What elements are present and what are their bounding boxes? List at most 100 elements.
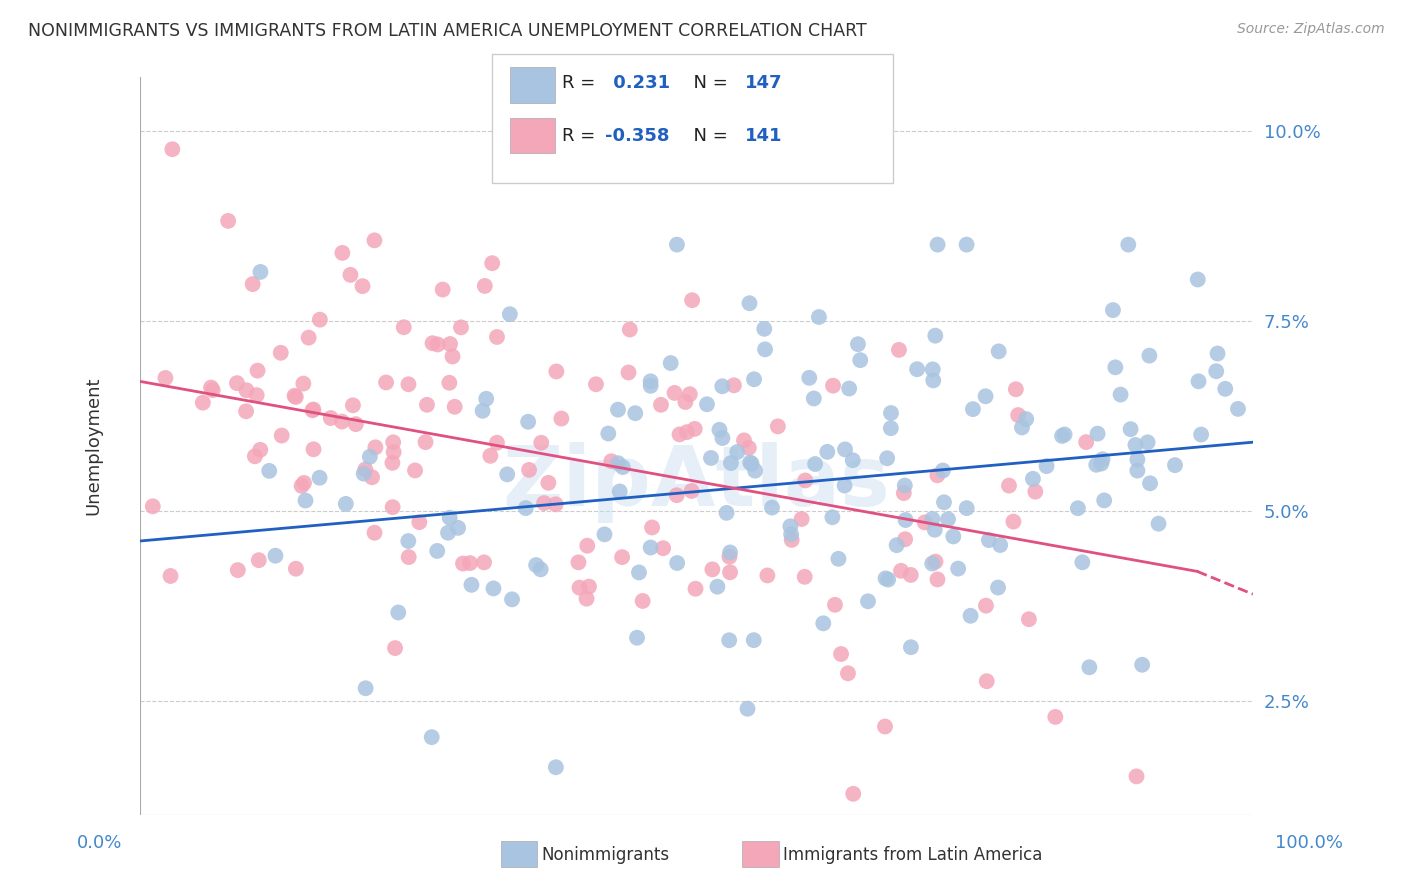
Point: [793, 570, 815, 584]
Point: [598, 426, 620, 441]
Point: [1109, 387, 1132, 401]
Point: [162, 142, 184, 156]
Point: [576, 539, 599, 553]
Point: [1125, 769, 1147, 783]
Point: [665, 488, 688, 502]
Point: [914, 516, 936, 530]
Point: [974, 389, 997, 403]
Point: [610, 550, 633, 565]
Point: [700, 450, 723, 465]
Point: [807, 310, 830, 324]
Point: [1071, 555, 1094, 569]
Point: [1090, 457, 1112, 471]
Point: [685, 582, 707, 596]
Point: [877, 573, 900, 587]
Point: [381, 500, 404, 515]
Point: [711, 379, 734, 393]
Point: [447, 521, 470, 535]
Point: [359, 450, 381, 464]
Point: [668, 427, 690, 442]
Point: [1116, 237, 1139, 252]
Point: [474, 279, 496, 293]
Point: [460, 578, 482, 592]
Point: [927, 468, 949, 483]
Point: [546, 364, 568, 378]
Point: [709, 423, 731, 437]
Point: [827, 551, 849, 566]
Point: [673, 395, 696, 409]
Point: [1126, 452, 1149, 467]
Point: [779, 519, 801, 533]
Point: [988, 538, 1011, 552]
Point: [302, 402, 325, 417]
Point: [900, 568, 922, 582]
Point: [754, 322, 776, 336]
Point: [875, 571, 897, 585]
Point: [191, 395, 214, 409]
Point: [718, 566, 741, 580]
Point: [485, 435, 508, 450]
Point: [339, 268, 361, 282]
Point: [612, 460, 634, 475]
Text: 141: 141: [745, 128, 783, 145]
Point: [155, 371, 177, 385]
Text: N =: N =: [682, 128, 734, 145]
Point: [294, 493, 316, 508]
Point: [301, 403, 323, 417]
Point: [1018, 612, 1040, 626]
Point: [375, 376, 398, 390]
Point: [382, 435, 405, 450]
Point: [575, 591, 598, 606]
Point: [780, 533, 803, 547]
Text: N =: N =: [682, 74, 734, 92]
Point: [344, 417, 367, 431]
Point: [270, 345, 292, 359]
Point: [799, 371, 821, 385]
Point: [309, 312, 332, 326]
Point: [1053, 427, 1076, 442]
Point: [607, 402, 630, 417]
Point: [1125, 438, 1147, 452]
Point: [578, 580, 600, 594]
Point: [501, 592, 523, 607]
Point: [679, 387, 702, 401]
Point: [1136, 435, 1159, 450]
Point: [567, 555, 589, 569]
Point: [924, 555, 946, 569]
Point: [761, 500, 783, 515]
Point: [142, 500, 165, 514]
Point: [959, 608, 981, 623]
Text: NONIMMIGRANTS VS IMMIGRANTS FROM LATIN AMERICA UNEMPLOYMENT CORRELATION CHART: NONIMMIGRANTS VS IMMIGRANTS FROM LATIN A…: [28, 22, 868, 40]
Point: [842, 787, 865, 801]
Point: [894, 533, 917, 547]
Point: [530, 562, 553, 576]
Point: [416, 398, 439, 412]
Point: [481, 256, 503, 270]
Point: [921, 557, 943, 571]
Text: Source: ZipAtlas.com: Source: ZipAtlas.com: [1237, 22, 1385, 37]
Point: [420, 730, 443, 744]
Point: [830, 647, 852, 661]
Point: [291, 479, 314, 493]
Point: [404, 463, 426, 477]
Point: [718, 549, 741, 564]
Text: -0.358: -0.358: [605, 128, 669, 145]
Point: [893, 486, 915, 500]
Point: [815, 445, 838, 459]
Point: [1045, 710, 1067, 724]
Point: [1147, 516, 1170, 531]
Point: [956, 501, 979, 516]
Point: [894, 478, 917, 492]
Point: [330, 246, 353, 260]
Point: [537, 475, 560, 490]
Point: [718, 545, 741, 559]
Point: [235, 404, 257, 418]
Point: [1087, 426, 1109, 441]
Point: [1035, 459, 1057, 474]
Point: [363, 233, 385, 247]
Point: [302, 442, 325, 457]
Point: [1226, 401, 1249, 416]
Point: [342, 398, 364, 412]
Point: [932, 495, 955, 509]
Point: [641, 520, 664, 534]
